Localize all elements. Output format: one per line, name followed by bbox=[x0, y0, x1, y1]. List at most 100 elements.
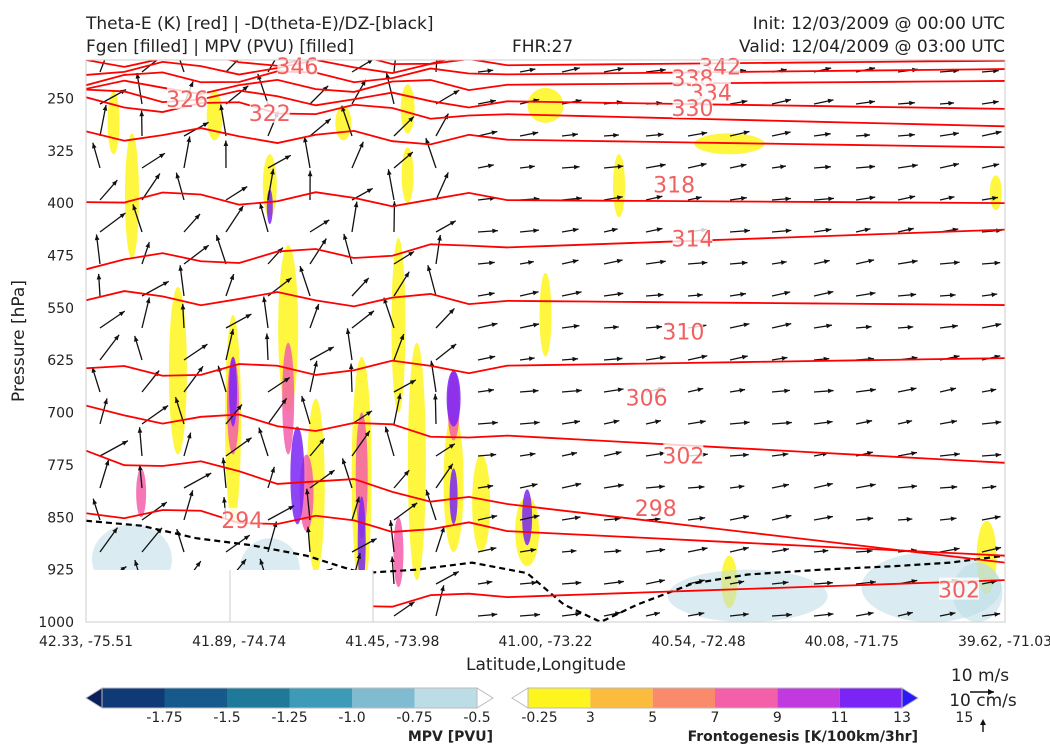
wind-vector-head bbox=[452, 571, 459, 577]
wind-vector-head bbox=[740, 163, 747, 168]
wind-vector-head bbox=[907, 324, 914, 330]
wind-vector-head bbox=[827, 580, 833, 586]
wind-vector-head bbox=[307, 170, 313, 177]
wind-vector-head bbox=[160, 502, 167, 508]
theta-e-label: 326 bbox=[166, 88, 208, 113]
wind-vector-head bbox=[618, 579, 624, 585]
theta-e-label-bg bbox=[626, 385, 667, 408]
wind-vector-head bbox=[948, 100, 954, 106]
colorbar-segment bbox=[164, 688, 227, 708]
wind-vector-head bbox=[532, 388, 539, 394]
wind-vector-head bbox=[572, 227, 579, 233]
wind-vector-head bbox=[356, 553, 362, 560]
colorbar-tick: 15 bbox=[955, 710, 973, 726]
wind-vector-head bbox=[785, 98, 791, 104]
wind-vector-head bbox=[616, 195, 623, 200]
theta-e-line bbox=[86, 96, 1005, 128]
wind-vector-head bbox=[658, 578, 665, 584]
wind-vector-head bbox=[162, 281, 169, 287]
colorbar-segment bbox=[652, 688, 715, 708]
wind-vector-head bbox=[617, 164, 624, 169]
theta-e-line bbox=[86, 60, 448, 68]
wind-vector-head bbox=[159, 153, 165, 159]
wind-vector-head bbox=[697, 292, 703, 298]
colorbar-frame bbox=[527, 687, 903, 709]
wind-vector-head bbox=[993, 163, 1000, 168]
colorbar-extend bbox=[511, 687, 529, 709]
wind-vector-head bbox=[202, 245, 209, 251]
theta-e-label-bg bbox=[167, 86, 208, 109]
wind-vector-head bbox=[909, 195, 916, 200]
wind-vector-head bbox=[617, 483, 624, 489]
shading-blob bbox=[136, 468, 147, 518]
colorbar-extend bbox=[901, 687, 919, 709]
wind-vector-head bbox=[702, 452, 708, 458]
shading-blob bbox=[229, 356, 238, 427]
wind-vector-head bbox=[659, 163, 666, 168]
wind-vector-head bbox=[390, 556, 395, 563]
wind-vector-head bbox=[660, 259, 666, 265]
fgen-mpv-fills bbox=[91, 84, 1003, 622]
wind-vector-head bbox=[388, 520, 394, 526]
wind-reference-label: 10 m/s bbox=[951, 666, 1009, 686]
wind-vector-head bbox=[995, 322, 1002, 328]
wind-vector-head bbox=[740, 196, 747, 201]
wind-vector-head bbox=[952, 324, 958, 329]
wind-vector-head bbox=[907, 227, 914, 232]
wind-vector-head bbox=[178, 265, 184, 272]
wind-vector-head bbox=[780, 164, 786, 170]
wind-vector-head bbox=[223, 140, 229, 147]
wind-vector-head bbox=[701, 354, 708, 360]
wind-vector-head bbox=[572, 132, 578, 138]
theta-e-label-bg bbox=[672, 226, 713, 249]
wind-vector-head bbox=[909, 132, 915, 138]
wind-vector-head bbox=[866, 548, 873, 554]
wind-vector-head bbox=[743, 514, 749, 520]
wind-vector-head bbox=[611, 227, 618, 233]
theta-e-label-bg bbox=[277, 53, 318, 76]
x-tick-label: 39.62, -71.03 bbox=[958, 634, 1050, 650]
wind-vector-head bbox=[949, 611, 956, 617]
wind-vector-head bbox=[743, 420, 750, 426]
theta-e-label: 302 bbox=[662, 445, 704, 470]
wind-vector-head bbox=[869, 164, 875, 170]
wind-vector-head bbox=[827, 515, 833, 520]
theta-e-label: 322 bbox=[249, 102, 291, 127]
wind-vector-head bbox=[259, 203, 264, 210]
wind-vector-head bbox=[656, 195, 663, 200]
dtheta-dz-line bbox=[86, 519, 1005, 622]
wind-vector-head bbox=[490, 99, 496, 104]
wind-vector-head bbox=[573, 324, 580, 329]
wind-vector-head bbox=[575, 482, 582, 488]
wind-vector-head bbox=[487, 484, 494, 489]
shading-blob bbox=[539, 272, 552, 357]
shading-blob bbox=[357, 496, 366, 588]
wind-vector-head bbox=[911, 163, 918, 169]
colorbar-tick: 5 bbox=[648, 710, 657, 726]
theta-e-label-bg bbox=[249, 100, 290, 123]
wind-vector-head bbox=[240, 559, 247, 565]
wind-vector-head bbox=[319, 438, 325, 445]
mpv-colorbar: -1.75 -1.5 -1.25 -1.0 -0.75 -0.5 -0.25 bbox=[85, 687, 558, 726]
wind-vector-head bbox=[616, 258, 623, 264]
wind-vector-head bbox=[698, 611, 705, 617]
wind-vector-head bbox=[827, 612, 834, 617]
plot-frame bbox=[85, 59, 1006, 623]
wind-vector-head bbox=[215, 234, 221, 241]
wind-vector-head bbox=[121, 440, 128, 446]
wind-vector-head bbox=[785, 228, 792, 234]
colorbar-segment bbox=[289, 688, 352, 708]
theta-e-label: 346 bbox=[276, 55, 318, 80]
colorbar-segment bbox=[352, 688, 415, 708]
wind-vector-head bbox=[573, 66, 580, 72]
wind-vector-head bbox=[288, 505, 295, 511]
wind-vector-head bbox=[954, 452, 960, 457]
wind-vector-head bbox=[139, 110, 145, 117]
wind-vector-head bbox=[488, 291, 495, 297]
wind-vector-head bbox=[194, 213, 201, 220]
colorbar-tick: 9 bbox=[773, 710, 782, 726]
wind-vector-head bbox=[488, 388, 494, 393]
wind-vector-head bbox=[826, 482, 833, 488]
wind-vector-head bbox=[487, 68, 494, 74]
wind-vector-head bbox=[617, 291, 624, 297]
